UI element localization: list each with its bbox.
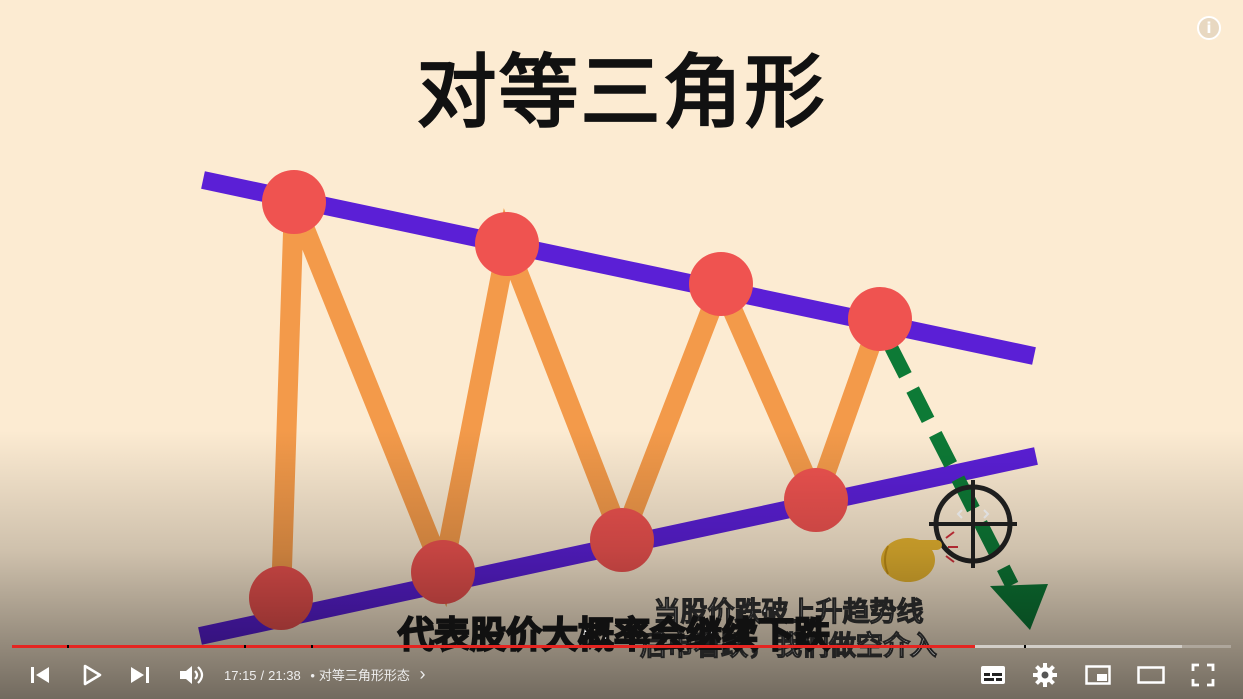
subtitle-caption: 代表股价大概率会继续下跌	[397, 614, 831, 657]
play-button[interactable]	[79, 660, 103, 690]
miniplayer-icon	[1085, 665, 1111, 685]
settings-button[interactable]	[1032, 660, 1058, 690]
chevron-right-icon[interactable]: ›	[419, 664, 426, 684]
pivot-point	[411, 540, 475, 604]
subtitles-button[interactable]	[980, 660, 1006, 690]
breakout-arrowhead	[990, 584, 1048, 630]
theater-mode-button[interactable]	[1137, 660, 1165, 690]
pivot-point	[689, 252, 753, 316]
time-separator: /	[260, 668, 265, 683]
pivot-point	[262, 170, 326, 234]
crosshair-icon	[929, 480, 1017, 568]
pointing-hand-icon	[881, 531, 958, 582]
duration: 21:38	[268, 668, 301, 683]
info-icon[interactable]: i	[1197, 16, 1221, 40]
fullscreen-button[interactable]	[1191, 660, 1215, 690]
theater-icon	[1137, 666, 1165, 684]
pivot-point	[249, 566, 313, 630]
chapter-gap	[66, 645, 69, 648]
chapter-gap	[310, 645, 313, 648]
subtitles-icon	[981, 666, 1005, 684]
time-display: 17:15/21:38 • 对等三角形形态 ›	[224, 664, 430, 685]
settings-icon	[1033, 663, 1057, 687]
fullscreen-icon	[1191, 663, 1215, 687]
previous-icon	[31, 667, 49, 683]
pivot-point	[590, 508, 654, 572]
current-time: 17:15	[224, 668, 257, 683]
chapter-bullet: •	[310, 668, 315, 683]
progress-bar[interactable]	[12, 645, 1231, 648]
progress-played	[12, 645, 975, 648]
video-title-overlay: 对等三角形	[416, 46, 827, 139]
pivot-point	[475, 212, 539, 276]
play-icon	[83, 664, 102, 686]
volume-button[interactable]	[178, 660, 204, 690]
next-icon	[131, 667, 149, 683]
chapter-title[interactable]: 对等三角形形态	[318, 668, 410, 683]
miniplayer-button[interactable]	[1085, 660, 1111, 690]
volume-icon	[180, 666, 204, 684]
chapter-gap	[1023, 645, 1026, 648]
pivot-point	[848, 287, 912, 351]
secondary-caption-line: 当股价跌破上升趋势线	[653, 597, 924, 629]
next-button[interactable]	[128, 660, 152, 690]
chapter-gap	[243, 645, 246, 648]
previous-button[interactable]	[28, 660, 52, 690]
pivot-point	[784, 468, 848, 532]
